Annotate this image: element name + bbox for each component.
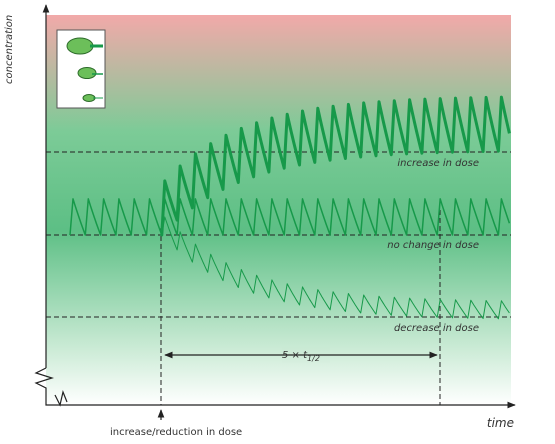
level-label: no change in dose	[387, 240, 479, 251]
event-label: increase/reduction in dose	[110, 427, 242, 438]
concentration-curve	[161, 216, 510, 320]
axes	[34, 4, 516, 420]
concentration-curve	[160, 95, 511, 237]
concentration-curve	[69, 198, 511, 236]
level-label: increase in dose	[397, 158, 479, 169]
interval-text: 5 × t	[282, 350, 308, 361]
interval-subscript: 1/2	[307, 354, 320, 363]
interval-label: 5 × t1/2	[282, 350, 320, 363]
x-axis-label: time	[487, 416, 514, 430]
curves	[69, 95, 511, 320]
background	[46, 15, 511, 405]
level-label: decrease in dose	[394, 323, 479, 334]
y-axis-label: concentration	[4, 15, 15, 84]
legend	[56, 29, 106, 109]
